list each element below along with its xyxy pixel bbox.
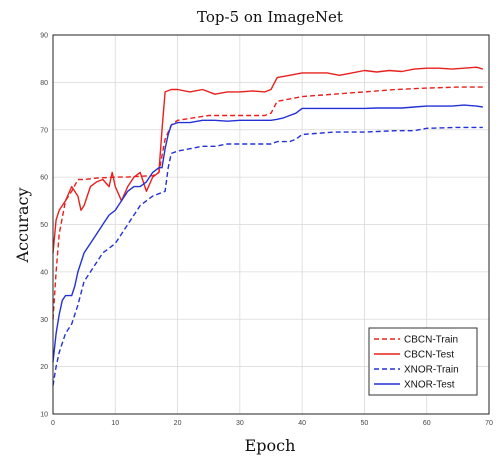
legend: CBCN-Train CBCN-Test XNOR-Train XNOR-Test <box>368 327 478 396</box>
x-tick-label: 30 <box>236 420 244 427</box>
y-tick-label: 80 <box>40 80 48 87</box>
series-line-xnor-test <box>52 104 483 362</box>
y-tick-label: 20 <box>40 364 48 371</box>
y-tick-label: 10 <box>40 412 48 419</box>
legend-label: CBCN-Test <box>404 350 454 361</box>
x-tick-label: 50 <box>361 420 369 427</box>
series-lines <box>52 66 484 386</box>
x-tick-label: 20 <box>174 420 182 427</box>
x-tick-label: 60 <box>423 420 431 427</box>
y-axis-label: Accuracy <box>13 188 32 264</box>
y-tick-label: 60 <box>40 175 48 182</box>
y-tick-label: 30 <box>40 317 48 324</box>
x-tick-label: 40 <box>298 420 306 427</box>
series-line-xnor-train <box>52 126 483 386</box>
x-tick-label: 70 <box>485 420 493 427</box>
plot-frame <box>52 34 490 415</box>
series-line-cbcn-test <box>52 66 484 253</box>
grid-lines <box>53 35 489 414</box>
x-tick-label: 0 <box>51 420 55 427</box>
y-tick-label: 50 <box>40 222 48 229</box>
legend-label: XNOR-Train <box>404 365 459 376</box>
legend-label: CBCN-Train <box>404 335 458 346</box>
x-axis-label: Epoch <box>245 436 296 455</box>
y-tick-label: 70 <box>40 127 48 134</box>
x-tick-label: 10 <box>111 420 119 427</box>
legend-label: XNOR-Test <box>404 380 455 391</box>
chart-title: Top-5 on ImageNet <box>197 8 343 26</box>
series-line-cbcn-train <box>52 86 483 320</box>
y-tick-label: 90 <box>40 33 48 40</box>
y-tick-label: 40 <box>40 269 48 276</box>
